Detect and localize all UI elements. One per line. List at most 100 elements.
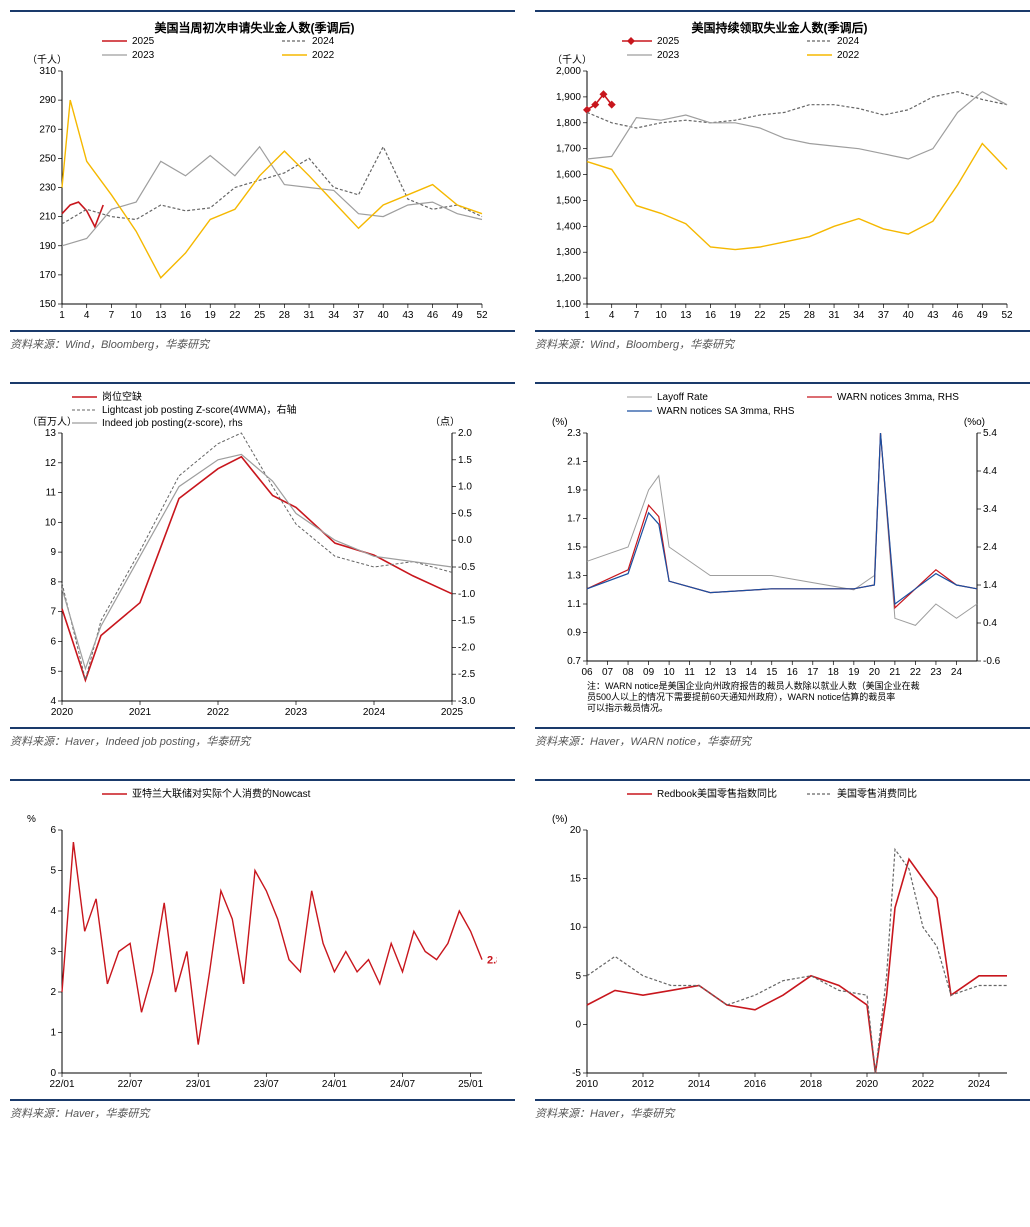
y-tick-label: 210 [39, 212, 56, 223]
x-tick-label: 28 [804, 310, 816, 321]
y-tick-label: 1.7 [567, 514, 581, 525]
x-tick-label: 10 [131, 310, 143, 321]
y2-tick-label: 1.5 [458, 455, 472, 466]
x-tick-label: 2025 [441, 707, 464, 718]
y2-tick-label: -0.6 [983, 656, 1001, 667]
x-tick-label: 23/01 [186, 1079, 211, 1090]
y-tick-label: 0.9 [567, 628, 581, 639]
x-tick-label: 43 [402, 310, 414, 321]
y-tick-label: 1,700 [556, 144, 581, 155]
x-tick-label: 2023 [285, 707, 308, 718]
series-line [587, 144, 1007, 250]
legend-label: WARN notices SA 3mma, RHS [657, 406, 795, 417]
series-line [62, 147, 482, 224]
y-tick-label: -5 [572, 1068, 581, 1079]
chart-note: 可以指示裁员情况。 [587, 702, 668, 713]
y-tick-label: 3 [50, 947, 56, 958]
y-tick-label: 190 [39, 241, 56, 252]
y-tick-label: 5 [50, 666, 56, 677]
y-tick-label: 1 [50, 1028, 56, 1039]
x-tick-label: 15 [766, 667, 778, 678]
x-tick-label: 21 [889, 667, 901, 678]
y-tick-label: 8 [50, 577, 56, 588]
legend-label: 美国零售消费同比 [837, 787, 917, 800]
series-line [62, 454, 452, 668]
series-line [587, 433, 977, 604]
x-tick-label: 16 [180, 310, 192, 321]
y-tick-label: 4 [50, 906, 56, 917]
chart-title: 美国当周初次申请失业金人数(季调后) [155, 20, 355, 35]
x-tick-label: 25/01 [458, 1079, 483, 1090]
y2-tick-label: 1.0 [458, 482, 472, 493]
source-text: 资料来源：Haver，华泰研究 [10, 1105, 515, 1121]
y2-tick-label: 2.4 [983, 542, 997, 553]
x-tick-label: 19 [730, 310, 742, 321]
x-tick-label: 23 [930, 667, 942, 678]
y-tick-label: 12 [45, 458, 57, 469]
y-tick-label: 6 [50, 825, 56, 836]
x-tick-label: 2020 [51, 707, 74, 718]
legend-label: 2023 [132, 50, 155, 61]
x-tick-label: 18 [828, 667, 840, 678]
y-tick-label: 1,800 [556, 118, 581, 129]
legend-label: 2024 [312, 36, 335, 47]
y2-tick-label: 4.4 [983, 466, 997, 477]
legend-label: 岗位空缺 [102, 390, 142, 403]
y-tick-label: 2.3 [567, 428, 581, 439]
x-tick-label: 12 [705, 667, 717, 678]
x-tick-label: 34 [328, 310, 340, 321]
legend-label: WARN notices 3mma, RHS [837, 392, 959, 403]
y2-tick-label: 0.5 [458, 508, 472, 519]
chart-panel-c1: 美国当周初次申请失业金人数(季调后)（千人）202520242023202215… [10, 10, 515, 352]
x-tick-label: 13 [155, 310, 167, 321]
c1-svg: 美国当周初次申请失业金人数(季调后)（千人）202520242023202215… [12, 16, 497, 326]
x-tick-label: 4 [609, 310, 615, 321]
y-axis-label: % [27, 814, 36, 825]
x-tick-label: 23/07 [254, 1079, 279, 1090]
y2-tick-label: 3.4 [983, 504, 997, 515]
x-tick-label: 10 [656, 310, 668, 321]
legend-label: 2023 [657, 50, 680, 61]
x-tick-label: 19 [205, 310, 217, 321]
series-line [587, 859, 1007, 1073]
y-tick-label: 2 [50, 987, 56, 998]
y2-tick-label: 2.0 [458, 428, 472, 439]
y2-tick-label: 1.4 [983, 580, 997, 591]
x-tick-label: 4 [84, 310, 90, 321]
x-tick-label: 2022 [207, 707, 230, 718]
series-line [62, 842, 482, 1045]
y-tick-label: 10 [570, 922, 582, 933]
y-tick-label: 1,300 [556, 247, 581, 258]
x-tick-label: 24/01 [322, 1079, 347, 1090]
x-tick-label: 28 [279, 310, 291, 321]
x-tick-label: 37 [878, 310, 890, 321]
x-tick-label: 52 [1001, 310, 1013, 321]
x-tick-label: 1 [59, 310, 65, 321]
legend-label: 2025 [132, 36, 155, 47]
y-tick-label: 2,000 [556, 66, 581, 77]
y2-tick-label: 5.4 [983, 428, 997, 439]
x-tick-label: 2010 [576, 1079, 599, 1090]
y-tick-label: 270 [39, 124, 56, 135]
x-tick-label: 16 [705, 310, 717, 321]
x-tick-label: 46 [952, 310, 964, 321]
y2-tick-label: -1.5 [458, 616, 476, 627]
legend-label: 2022 [312, 50, 335, 61]
y-tick-label: 1.9 [567, 485, 581, 496]
legend-label: 2024 [837, 36, 860, 47]
x-tick-label: 2020 [856, 1079, 879, 1090]
x-tick-label: 46 [427, 310, 439, 321]
y-axis-label: (%) [552, 814, 568, 825]
y2-tick-label: -0.5 [458, 562, 476, 573]
legend-label: Lightcast job posting Z-score(4WMA)，右轴 [102, 403, 297, 416]
x-tick-label: 17 [807, 667, 819, 678]
x-tick-label: 40 [378, 310, 390, 321]
chart-note: 员500人以上的情况下需要提前60天通知州政府），WARN notice估算的裁… [587, 691, 895, 702]
series-line [62, 457, 452, 680]
y-tick-label: 13 [45, 428, 57, 439]
y-tick-label: 15 [570, 874, 582, 885]
y-tick-label: 310 [39, 66, 56, 77]
legend-label: 2022 [837, 50, 860, 61]
x-tick-label: 34 [853, 310, 865, 321]
y-tick-label: 0 [575, 1019, 581, 1030]
